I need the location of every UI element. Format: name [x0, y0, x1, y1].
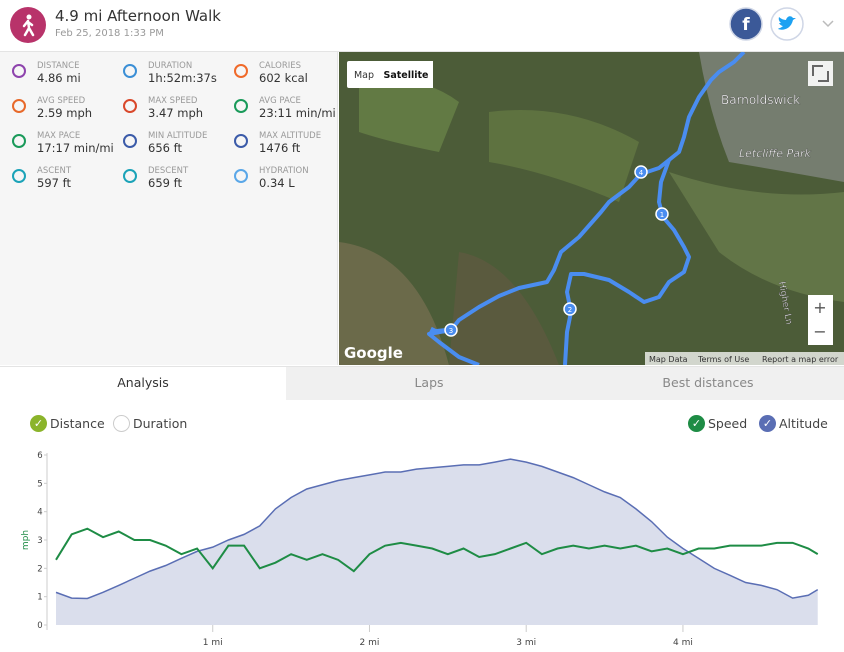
toggle-check: ✓: [759, 415, 776, 432]
divider: [0, 51, 844, 52]
stat-icon: [123, 134, 137, 148]
stat-icon: [234, 64, 248, 78]
stat-icon: [123, 99, 137, 113]
map-button[interactable]: Map: [354, 70, 374, 81]
stat-label: ASCENT: [37, 166, 72, 176]
stat-icon: [12, 134, 26, 148]
zoom-in: +: [813, 298, 826, 317]
stat-icon: [123, 64, 137, 78]
route-marker: [655, 207, 669, 221]
stat-value: 4.86 mi: [37, 71, 81, 85]
x-tick-label: 4 mi: [673, 638, 693, 648]
y-tick-label: 1: [37, 593, 42, 603]
stat-value: 659 ft: [148, 176, 182, 190]
map-footer-link: Report a map error: [762, 355, 839, 364]
chart: 0 1 2 3 4 5 6 mph 1 mi 2 mi 3 mi 4 mi: [21, 451, 819, 648]
toggle-check: ✓: [688, 415, 705, 432]
stat-label: MAX ALTITUDE: [259, 131, 322, 141]
stat-value: 1h:52m:37s: [148, 71, 217, 85]
route-marker-label: 2: [568, 306, 572, 314]
stat-icon: [12, 169, 26, 183]
y-axis-label: mph: [21, 530, 31, 550]
y-tick-label: 0: [37, 621, 42, 631]
map-footer-link: Map Data: [649, 355, 688, 364]
stat-value: 1476 ft: [259, 141, 301, 155]
stat-label: AVG SPEED: [37, 96, 86, 106]
stat-value: 23:11 min/mi: [259, 106, 336, 120]
activity-title: 4.9 mi Afternoon Walk: [55, 7, 221, 25]
tab[interactable]: Best distances: [572, 367, 844, 400]
route-marker-label: 4: [639, 169, 644, 177]
map-button-active: [381, 61, 433, 88]
x-tick-label: 1 mi: [203, 638, 223, 648]
stat-label: AVG PACE: [259, 96, 301, 106]
y-tick-label: 6: [37, 451, 42, 461]
place-label: Letcliffe Park: [739, 147, 811, 160]
stat-icon: [12, 99, 26, 113]
toggle-label: Altitude: [779, 416, 828, 431]
map-button: Satellite: [384, 70, 429, 81]
activity-icon: [10, 7, 46, 43]
zoom-out: −: [813, 322, 826, 341]
toggle[interactable]: ✓ Speed: [688, 415, 747, 433]
toggle-label: Speed: [708, 416, 748, 431]
svg-text:f: f: [742, 15, 750, 35]
toggle[interactable]: Duration: [113, 415, 187, 433]
toggle[interactable]: ✓ Altitude: [759, 415, 828, 433]
stat-label: DISTANCE: [37, 61, 80, 71]
stats-panel: DISTANCE 4.86 mi DURATION 1h:52m:37s CALORIE…: [0, 52, 338, 365]
stat-value: 602 kcal: [259, 71, 308, 85]
altitude-area: [56, 459, 818, 625]
y-tick-label: 3: [37, 536, 42, 546]
y-tick-label: 4: [37, 508, 42, 518]
toggle-label: Duration: [133, 416, 188, 431]
x-tick-label: 2 mi: [360, 638, 380, 648]
share-buttons[interactable]: f: [728, 7, 838, 43]
stat-value: 2.59 mph: [37, 106, 93, 120]
stat-icon: [234, 134, 248, 148]
place-label: Barnoldswick: [721, 93, 800, 107]
stat-value: 17:17 min/mi: [37, 141, 114, 155]
tab[interactable]: Laps: [286, 367, 572, 400]
toggle-check: ✓: [30, 415, 47, 432]
toggle-check: [113, 415, 130, 432]
route-marker-label: 1: [660, 211, 664, 219]
stat-label: MIN ALTITUDE: [148, 131, 208, 141]
stat-label: DURATION: [148, 61, 193, 71]
map-logo: Google: [344, 344, 403, 362]
stat-label: MAX PACE: [37, 131, 81, 141]
stat-value: 0.34 L: [259, 176, 295, 190]
route-marker: [563, 302, 577, 316]
stat-value: 656 ft: [148, 141, 182, 155]
y-tick-label: 2: [37, 564, 42, 574]
activity-date: Feb 25, 2018 1:33 PM: [55, 28, 164, 39]
route-marker: [444, 323, 458, 337]
stat-value: 597 ft: [37, 176, 71, 190]
speed-line: [55, 527, 819, 573]
x-tick-label: 3 mi: [516, 638, 536, 648]
route-marker-label: 3: [449, 327, 453, 335]
stat-label: HYDRATION: [259, 166, 309, 176]
toggle-label: Distance: [50, 416, 105, 431]
stat-label: MAX SPEED: [148, 96, 198, 106]
stat-label: DESCENT: [148, 166, 189, 176]
route-marker: [634, 165, 648, 179]
stat-value: 3.47 mph: [148, 106, 204, 120]
stat-icon: [123, 169, 137, 183]
stat-icon: [234, 169, 248, 183]
map-footer-link: Terms of Use: [697, 355, 749, 364]
altitude-line: [55, 458, 819, 600]
stat-icon: [234, 99, 248, 113]
y-tick-label: 5: [37, 479, 42, 489]
stat-icon: [12, 64, 26, 78]
stat-label: CALORIES: [259, 61, 302, 71]
toggle[interactable]: ✓ Distance: [30, 415, 105, 433]
tab[interactable]: Analysis: [0, 367, 286, 400]
tabs: Analysis Laps Best distances: [0, 366, 844, 400]
